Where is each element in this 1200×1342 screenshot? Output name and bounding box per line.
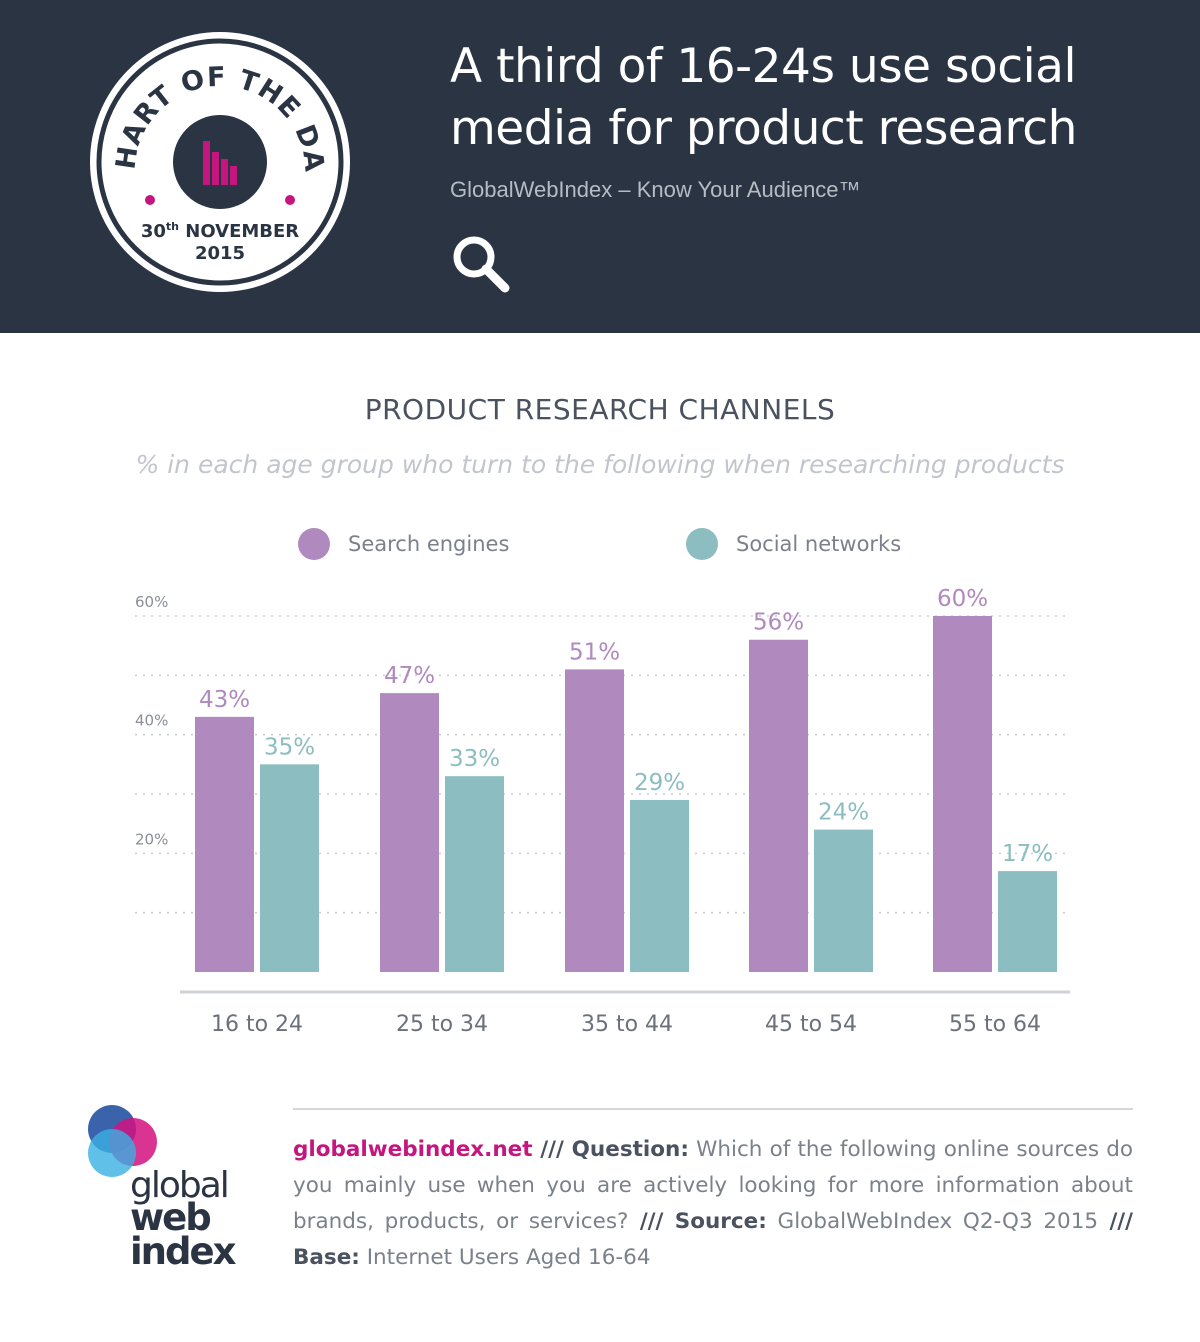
bar xyxy=(749,639,808,972)
bar xyxy=(260,764,319,972)
data-label: 29% xyxy=(634,770,685,796)
bar xyxy=(565,669,624,972)
bar xyxy=(630,799,689,972)
source-text: GlobalWebIndex Q2-Q3 2015 xyxy=(766,1209,1099,1234)
x-tick-label: 35 to 44 xyxy=(581,1012,673,1037)
legend-swatch-search-engines xyxy=(298,528,330,560)
data-label: 51% xyxy=(569,639,620,665)
search-icon xyxy=(453,236,510,293)
data-label: 33% xyxy=(449,746,500,772)
data-label: 24% xyxy=(818,800,869,826)
badge-dot-right xyxy=(285,195,295,205)
data-label: 60% xyxy=(937,586,988,612)
data-label: 47% xyxy=(384,663,435,689)
source-label: Source: xyxy=(674,1209,767,1234)
x-tick-label: 25 to 34 xyxy=(396,1012,488,1037)
x-tick-label: 55 to 64 xyxy=(949,1012,1041,1037)
chart-title: PRODUCT RESEARCH CHANNELS xyxy=(364,393,836,426)
y-tick-label: 60% xyxy=(135,593,168,611)
badge-dot-left xyxy=(145,195,155,205)
chart-of-the-day-badge: CHART OF THE DAY 30th NOVEMBER 2015 xyxy=(88,30,350,292)
bar xyxy=(445,776,504,972)
bar xyxy=(933,616,992,972)
logo-text-index: index xyxy=(130,1230,237,1273)
base-text: Internet Users Aged 16-64 xyxy=(359,1245,651,1270)
bar xyxy=(998,871,1057,972)
website-link[interactable]: globalwebindex.net xyxy=(293,1137,533,1162)
separator: /// xyxy=(532,1137,572,1162)
title-line-2: media for product research xyxy=(450,101,1077,156)
x-tick-label: 16 to 24 xyxy=(211,1012,303,1037)
badge-date: 30th NOVEMBER xyxy=(141,220,299,242)
bar xyxy=(814,829,873,972)
bar-chart-icon xyxy=(203,141,237,185)
footer-divider xyxy=(293,1108,1133,1110)
legend-swatch-social-networks xyxy=(686,528,718,560)
footer-note: globalwebindex.net /// Question: Which o… xyxy=(293,1132,1133,1276)
globalwebindex-logo: global web index xyxy=(88,1105,239,1273)
bar xyxy=(380,693,439,972)
title-line-1: A third of 16-24s use social xyxy=(450,39,1077,94)
badge-year: 2015 xyxy=(195,243,245,264)
y-tick-label: 40% xyxy=(135,712,168,730)
base-label: Base: xyxy=(293,1245,360,1270)
legend-label-social-networks: Social networks xyxy=(736,532,902,556)
data-label: 43% xyxy=(199,687,250,713)
legend-label-search-engines: Search engines xyxy=(348,532,510,556)
y-tick-label: 20% xyxy=(135,830,168,848)
data-label: 56% xyxy=(753,610,804,636)
tagline: GlobalWebIndex – Know Your Audience™ xyxy=(450,177,861,202)
x-tick-label: 45 to 54 xyxy=(765,1012,857,1037)
separator: /// xyxy=(628,1209,675,1234)
chart-subtitle: % in each age group who turn to the foll… xyxy=(135,450,1065,479)
data-label: 35% xyxy=(264,734,315,760)
logo-text-web: web xyxy=(130,1196,210,1239)
question-text: Which of the following online sources do… xyxy=(293,1137,1133,1234)
header-banner: CHART OF THE DAY 30th NOVEMBER 2015 A th… xyxy=(0,0,1200,333)
separator: /// xyxy=(1098,1209,1133,1234)
question-label: Question: xyxy=(571,1137,689,1162)
bar-chart: 20% 40% 60% 43% 35% 16 to 24 47% 33% 25 to 34 51%… xyxy=(135,586,1070,1037)
logo-text-global: global xyxy=(130,1165,228,1206)
bar xyxy=(195,716,254,972)
page-title: A third of 16-24s use social media for p… xyxy=(450,36,1170,160)
data-label: 17% xyxy=(1002,841,1053,867)
